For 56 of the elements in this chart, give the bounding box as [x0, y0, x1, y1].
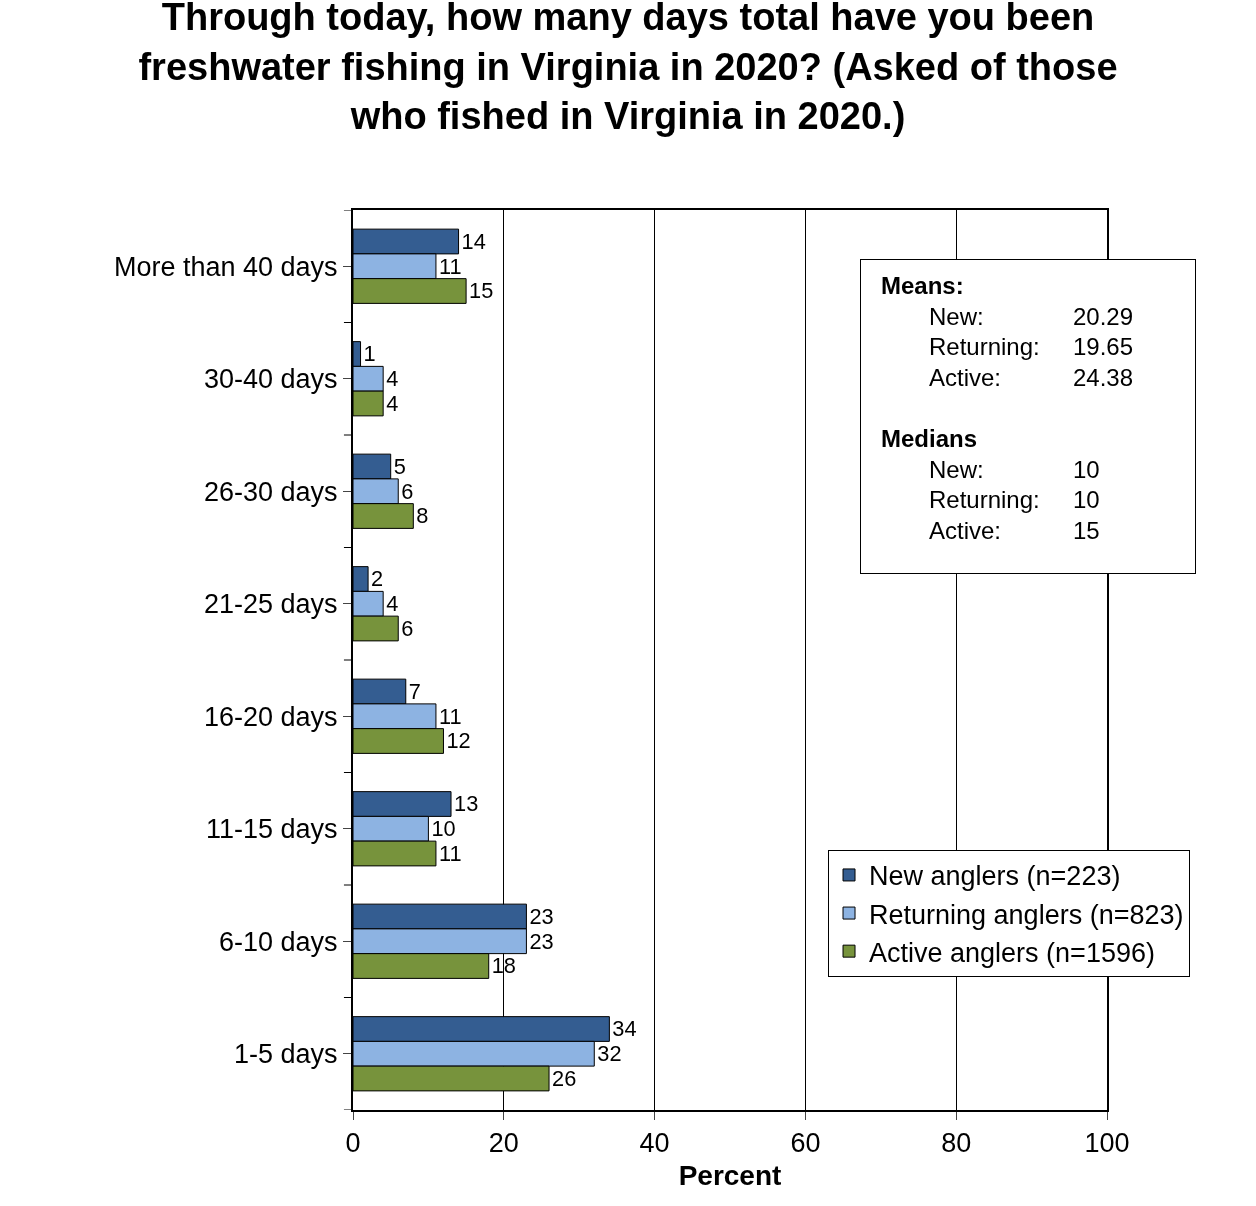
annotation: Active:	[929, 363, 1002, 392]
data-label: 32	[597, 1041, 622, 1067]
annotation: Means:	[881, 272, 964, 300]
x-axis-title: Percent	[678, 1160, 782, 1191]
data-label: 4	[386, 591, 399, 617]
annotation: New:	[929, 302, 984, 331]
annotation: Returning:	[929, 486, 1040, 515]
data-label: 4	[386, 366, 399, 392]
data-label: 13	[454, 791, 479, 817]
y-tick-label: 6-10 days	[219, 926, 338, 957]
annotation: 10	[1073, 486, 1100, 515]
data-label: 26	[552, 1065, 577, 1091]
data-label: 14	[461, 228, 486, 254]
annotation: 10	[1073, 455, 1100, 484]
x-tick-label: 80	[941, 1128, 972, 1159]
data-label: 15	[469, 278, 494, 304]
y-tick-label: 21-25 days	[204, 589, 338, 620]
annotation: 15	[1073, 516, 1100, 545]
annotation: New:	[929, 455, 984, 484]
data-label: 4	[386, 390, 399, 416]
legend-label: Active anglers (n=1596)	[869, 937, 1155, 968]
y-tick-label: 30-40 days	[204, 364, 338, 395]
data-label: 23	[529, 903, 554, 929]
annotation: 24.38	[1073, 363, 1134, 392]
data-label: 7	[408, 678, 421, 704]
data-label: 8	[416, 503, 429, 529]
annotation: 19.65	[1073, 333, 1134, 362]
x-tick-label: 100	[1084, 1128, 1130, 1159]
data-label: 5	[393, 453, 406, 479]
x-tick-label: 40	[639, 1128, 670, 1159]
data-label: 11	[438, 840, 462, 866]
data-label: 6	[401, 478, 414, 504]
data-label: 23	[529, 928, 554, 954]
data-label: 34	[612, 1016, 637, 1042]
y-tick-label: 11-15 days	[206, 814, 338, 845]
data-label: 6	[401, 615, 414, 641]
data-label: 11	[438, 253, 462, 279]
y-tick-label: 26-30 days	[204, 476, 338, 507]
annotation: Active:	[929, 516, 1002, 545]
y-tick-label: 16-20 days	[204, 701, 338, 732]
y-tick-label: 1-5 days	[234, 1039, 338, 1070]
annotation: Returning:	[929, 333, 1040, 362]
annotation: Medians	[881, 425, 978, 453]
x-tick-label: 60	[790, 1128, 821, 1159]
annotation: 20.29	[1073, 302, 1134, 331]
data-label: 2	[371, 566, 384, 592]
data-label: 11	[438, 703, 462, 729]
data-label: 1	[363, 341, 376, 367]
x-tick-label: 0	[345, 1128, 361, 1159]
data-label: 10	[431, 816, 456, 842]
legend-label: Returning anglers (n=823)	[869, 899, 1184, 930]
y-tick-label: More than 40 days	[113, 251, 338, 282]
x-tick-label: 20	[488, 1128, 519, 1159]
chart-title: Through today, how many days total have you been freshwater fishing in Virginia in 2020? (Asked of those who fished in Virginia in 2020.)	[138, 0, 1118, 137]
data-label: 12	[446, 728, 471, 754]
legend-label: New anglers (n=223)	[869, 861, 1121, 892]
